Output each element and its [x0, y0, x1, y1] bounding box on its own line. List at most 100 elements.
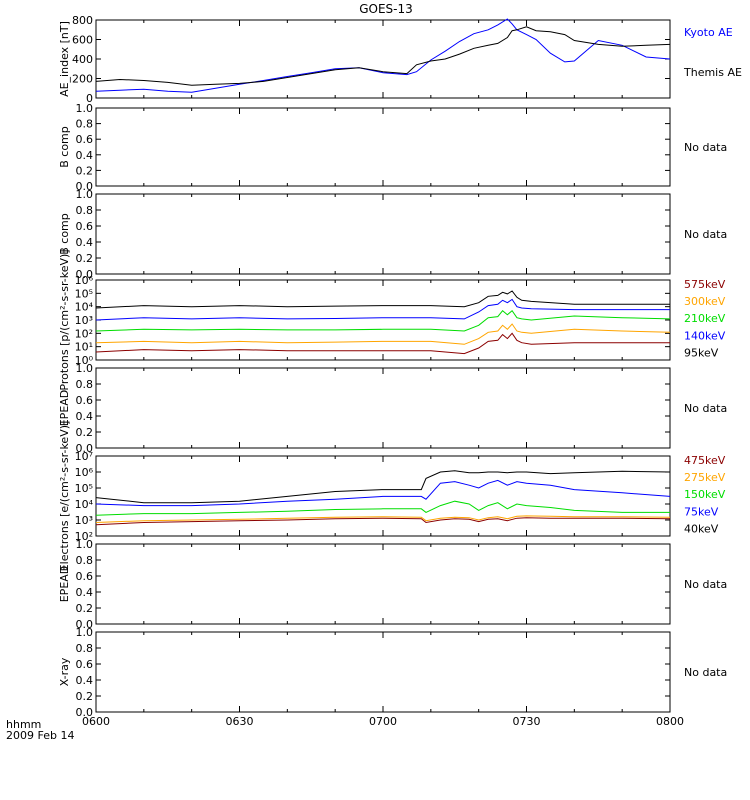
y-tick-label: 1.0	[76, 188, 94, 201]
panel-5: 0.0 0.2 0.4 0.6 0.8 1.0 EPEAD No data	[58, 362, 727, 455]
panel-frame	[95, 367, 671, 449]
y-tick-label: 0.4	[76, 236, 94, 249]
series-line-150kev	[95, 500, 670, 516]
y-tick-label: 0.4	[76, 674, 94, 687]
panel-frame	[95, 543, 671, 625]
legend-entry: 475keV	[684, 454, 726, 467]
y-tick-label: 10³	[75, 314, 93, 327]
y-tick-label: 0	[86, 92, 93, 105]
y-tick-label: 0.0	[76, 268, 94, 281]
y-tick-label: 10⁰	[75, 354, 94, 367]
legend-entry: 140keV	[684, 329, 726, 342]
y-tick-label: 0.6	[76, 220, 94, 233]
no-data-label: No data	[684, 228, 727, 241]
y-axis-label: Electrons [e/(cm²-s-sr-keV)]	[58, 421, 71, 572]
panel-3: 0.0 0.2 0.4 0.6 0.8 1.0 B comp No data	[58, 188, 727, 281]
no-data-label: No data	[684, 578, 727, 591]
series-line-275kev	[95, 515, 671, 523]
panel-frame	[95, 631, 671, 713]
legend-entry: 40keV	[684, 522, 719, 535]
y-tick-label: 0.2	[76, 602, 94, 615]
series-line-95kev	[95, 290, 670, 309]
figure-title: GOES-13	[359, 2, 413, 16]
series-line-210kev	[95, 309, 671, 332]
no-data-label: No data	[684, 402, 727, 415]
time-axis: 0600 0630 0700 0730 0800	[82, 715, 684, 728]
series-line-140kev	[95, 298, 670, 321]
y-tick-label: 10³	[75, 514, 93, 527]
series-line-40kev	[95, 470, 671, 504]
panel-frame	[95, 19, 671, 99]
legend-entry: 95keV	[684, 346, 719, 359]
no-data-label: No data	[684, 666, 727, 679]
panel-2: 0.0 0.2 0.4 0.6 0.8 1.0 B comp No data	[58, 102, 727, 193]
y-tick-label: 0.2	[76, 690, 94, 703]
time-tick-label: 0630	[226, 715, 254, 728]
y-tick-label: 10²	[75, 327, 93, 340]
panel-frame	[95, 107, 671, 187]
y-axis-label: B comp	[58, 126, 71, 168]
legend-entry: 210keV	[684, 312, 726, 325]
series-line-75kev	[95, 479, 671, 507]
y-tick-label: 10¹	[75, 341, 93, 354]
y-tick-label: 0.4	[76, 410, 94, 423]
series-line-kyoto-ae	[95, 18, 671, 93]
no-data-label: No data	[684, 141, 727, 154]
y-tick-label: 0.8	[76, 378, 94, 391]
y-tick-label: 10⁴	[75, 498, 94, 511]
y-tick-label: 0.4	[76, 149, 94, 162]
time-tick-label: 0600	[82, 715, 110, 728]
y-tick-label: 10⁷	[75, 450, 93, 463]
legend-entry: 575keV	[684, 278, 726, 291]
panel-6: 10² 10³ 10⁴ 10⁵ 10⁶ 10⁷ Electrons [e/(cm²-s-sr…	[58, 421, 726, 572]
y-axis-label: Protons [p/(cm²-s-sr-keV)]	[58, 249, 71, 390]
time-tick-label: 0730	[513, 715, 541, 728]
y-tick-label: 0.4	[76, 586, 94, 599]
y-tick-label: 1.0	[76, 362, 94, 375]
panel-8: 0.0 0.2 0.4 0.6 0.8 1.0 X-ray No data	[58, 626, 727, 719]
y-tick-label: 1.0	[76, 538, 94, 551]
y-tick-label: 0.0	[76, 706, 94, 719]
y-axis-label: B comp	[58, 213, 71, 255]
y-tick-label: 0.6	[76, 570, 94, 583]
y-tick-label: 0.0	[76, 618, 94, 631]
y-tick-label: 0.2	[76, 164, 94, 177]
series-line-300kev	[95, 323, 671, 345]
legend-entry: 150keV	[684, 488, 726, 501]
time-tick-label: 0800	[656, 715, 684, 728]
legend-entry: 275keV	[684, 471, 726, 484]
panel-frame	[95, 279, 671, 361]
y-axis-label: EPEAD	[58, 566, 71, 603]
y-tick-label: 0.8	[76, 118, 94, 131]
legend-entry: 300keV	[684, 295, 726, 308]
y-tick-label: 10⁶	[75, 274, 94, 287]
y-tick-label: 0.6	[76, 394, 94, 407]
legend-entry: Kyoto AE	[684, 26, 733, 39]
y-tick-label: 0.2	[76, 252, 94, 265]
y-axis-label: EPEAD	[58, 390, 71, 427]
y-tick-label: 0.0	[76, 442, 94, 455]
panel-frame	[95, 193, 671, 275]
y-tick-label: 0.0	[76, 180, 94, 193]
y-tick-label: 0.6	[76, 658, 94, 671]
series-line-themis-ae	[95, 26, 671, 86]
y-tick-label: 400	[72, 53, 93, 66]
legend-entry: Themis AE	[683, 66, 742, 79]
y-tick-label: 10²	[75, 530, 93, 543]
time-unit-label: hhmm	[6, 718, 41, 731]
date-label: 2009 Feb 14	[6, 729, 74, 742]
y-axis-label: AE_index [nT]	[58, 21, 71, 97]
time-tick-label: 0700	[369, 715, 397, 728]
y-tick-label: 0.8	[76, 204, 94, 217]
y-tick-label: 0.8	[76, 554, 94, 567]
y-tick-label: 10⁵	[75, 287, 93, 300]
y-tick-label: 10⁵	[75, 482, 93, 495]
series-line-475kev	[95, 517, 671, 526]
legend-entry: 75keV	[684, 505, 719, 518]
y-tick-label: 0.6	[76, 133, 94, 146]
series-line-575kev	[95, 332, 670, 355]
